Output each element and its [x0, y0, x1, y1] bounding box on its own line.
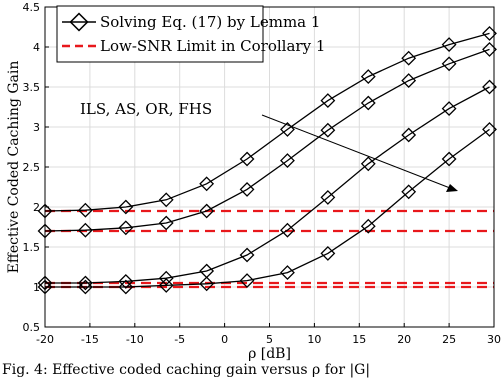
data-point: [118, 279, 134, 295]
solving-eq-series: [37, 25, 497, 295]
x-axis-label: ρ [dB]: [248, 346, 291, 362]
x-tick-label: 25: [442, 333, 456, 346]
data-point: [320, 189, 336, 205]
y-tick-label: 0.5: [23, 321, 41, 334]
x-tick-label: 5: [266, 333, 273, 346]
series-line-2: [44, 48, 490, 232]
y-tick-label: 4.5: [23, 1, 41, 14]
data-point: [441, 101, 457, 117]
data-point: [199, 276, 215, 292]
data-point: [360, 69, 376, 85]
legend-diamond-marker: [69, 12, 89, 32]
data-point: [441, 56, 457, 72]
data-point: [239, 273, 255, 289]
y-axis-label: Effective Coded Caching Gain: [6, 61, 22, 274]
data-point: [401, 50, 417, 66]
x-tick-label: 30: [487, 333, 501, 346]
data-point: [118, 220, 134, 236]
data-point: [77, 202, 93, 218]
data-point: [280, 153, 295, 169]
data-point: [441, 37, 457, 53]
data-point: [360, 218, 376, 234]
annotation-arrow: [261, 114, 451, 189]
data-point: [199, 176, 215, 192]
data-point: [158, 192, 174, 208]
data-point: [320, 122, 336, 138]
x-tick-label: -15: [81, 333, 99, 346]
data-point: [360, 156, 376, 172]
data-point: [401, 184, 417, 200]
x-tick-label: -10: [126, 333, 144, 346]
data-point: [77, 279, 93, 295]
y-tick-label: 2.5: [23, 161, 41, 174]
data-point: [280, 222, 295, 238]
x-tick-label: 10: [307, 333, 321, 346]
data-point: [77, 222, 93, 238]
data-point: [401, 127, 417, 143]
data-point: [239, 151, 255, 167]
data-point: [158, 277, 174, 293]
data-point: [118, 199, 134, 215]
legend-entry-limit: Low-SNR Limit in Corollary 1: [100, 37, 325, 55]
annotation-arrowhead: [446, 184, 458, 192]
y-tick-label: 3.5: [23, 81, 41, 94]
y-tick-label: 4: [33, 41, 40, 54]
y-tick-label: 1: [33, 281, 40, 294]
data-point: [158, 215, 174, 231]
low-snr-limit-lines: [45, 209, 494, 289]
data-point: [320, 93, 336, 109]
annotation: ILS, AS, OR, FHS: [80, 100, 458, 192]
x-tick-label: -20: [36, 333, 54, 346]
data-point: [118, 273, 134, 289]
data-point: [280, 265, 295, 281]
annotation-label: ILS, AS, OR, FHS: [80, 100, 212, 118]
x-tick-label: -5: [174, 333, 185, 346]
data-point: [360, 95, 376, 111]
chart: -20 -15 -10 -5 0 5 10 15 20 25 30 0.5 1 1.5 2 2.5 3 3.5 4…: [6, 1, 501, 362]
data-point: [280, 121, 295, 137]
y-tick-label: 3: [33, 121, 40, 134]
legend-entry-solving: Solving Eq. (17) by Lemma 1: [100, 13, 320, 31]
y-tick-label: 2: [33, 201, 40, 214]
x-tick-label: 0: [221, 333, 228, 346]
figure-caption: Fig. 4: Effective coded caching gain ver…: [2, 362, 371, 378]
data-point: [320, 245, 336, 261]
legend: Solving Eq. (17) by Lemma 1 Low-SNR Limi…: [56, 5, 325, 63]
data-point: [239, 247, 255, 263]
data-point: [158, 270, 174, 286]
data-point: [441, 151, 457, 167]
y-tick-labels: 0.5 1 1.5 2 2.5 3 3.5 4 4.5: [23, 1, 41, 334]
data-point: [77, 275, 93, 291]
data-point: [401, 73, 417, 89]
y-tick-label: 1.5: [23, 241, 41, 254]
x-tick-labels: -20 -15 -10 -5 0 5 10 15 20 25 30: [36, 333, 501, 346]
x-tick-label: 20: [397, 333, 411, 346]
data-point: [239, 181, 255, 197]
plot-frame: [44, 6, 495, 328]
x-tick-label: 15: [352, 333, 366, 346]
data-point: [199, 203, 215, 219]
